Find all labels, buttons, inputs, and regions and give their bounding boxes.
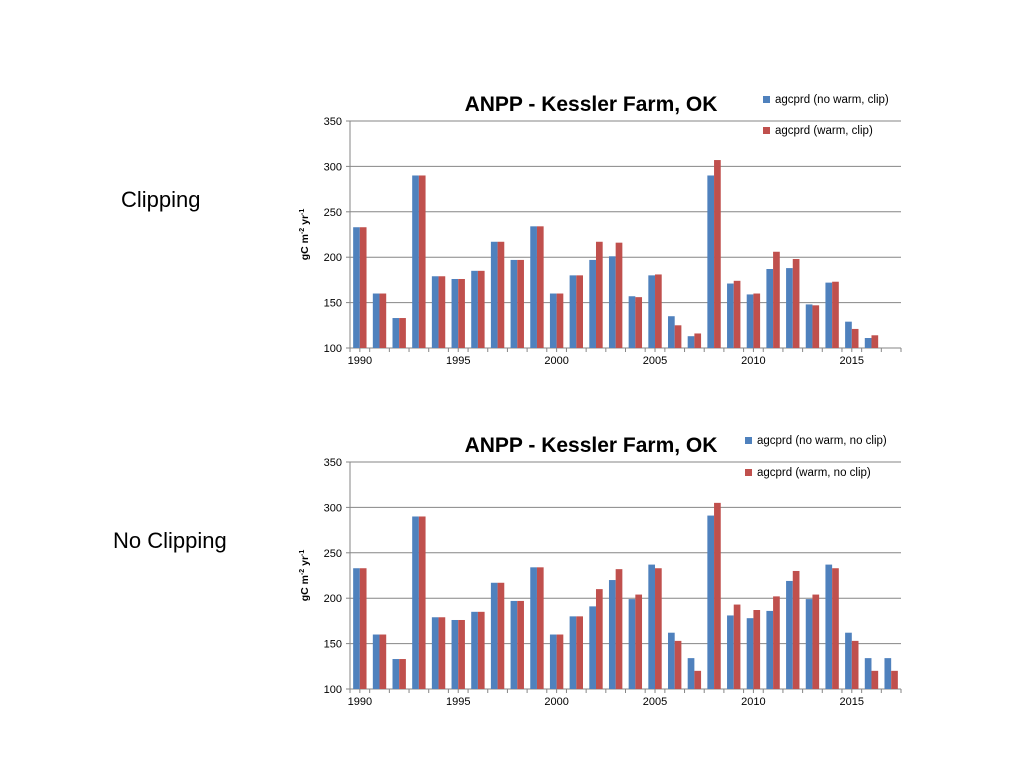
bar: [845, 321, 852, 348]
bar: [399, 318, 406, 348]
bar: [418, 175, 426, 348]
legend-label: agcprd (no warm, clip): [775, 94, 889, 106]
bar: [687, 336, 695, 348]
no-clipping-label: No Clipping: [113, 528, 227, 553]
bar: [490, 241, 498, 348]
bar: [412, 175, 419, 348]
bar: [530, 226, 537, 348]
bar: [864, 338, 872, 348]
bar: [812, 305, 820, 348]
bar: [648, 275, 656, 348]
x-tick-label: 1995: [446, 355, 470, 367]
bar: [497, 241, 505, 348]
bar: [733, 280, 741, 348]
bar: [517, 259, 524, 348]
bar: [556, 293, 564, 348]
y-tick-label: 350: [324, 116, 342, 128]
x-tick-label: 2015: [840, 355, 864, 367]
bar: [438, 276, 446, 348]
bar: [379, 293, 387, 348]
bar: [359, 227, 367, 348]
bar: [707, 175, 715, 348]
bar: [471, 270, 478, 348]
legend-label: agcprd (warm, clip): [775, 125, 873, 137]
bar: [608, 256, 616, 348]
legend-swatch: [763, 127, 770, 134]
bar: [851, 328, 859, 348]
bar: [786, 268, 793, 348]
y-tick-label: 150: [324, 298, 342, 310]
bar: [727, 283, 734, 348]
bar: [628, 296, 636, 348]
bar: [353, 227, 360, 348]
bar: [372, 293, 380, 348]
chart-title: ANPP - Kessler Farm, OK: [465, 93, 718, 116]
bar: [576, 275, 583, 348]
bar: [753, 293, 761, 348]
x-tick-label: 2005: [643, 355, 667, 367]
bar: [510, 259, 518, 348]
x-tick-label: 1990: [348, 355, 372, 367]
bar: [871, 335, 879, 348]
bar: [674, 325, 682, 348]
bar: [766, 269, 774, 348]
bar: [635, 297, 643, 348]
bar: [792, 259, 800, 348]
x-tick-label: 2000: [544, 355, 568, 367]
bar: [392, 318, 400, 348]
bar: [595, 241, 603, 348]
bar: [825, 282, 833, 348]
bar: [549, 293, 557, 348]
bar: [746, 294, 754, 348]
y-tick-label: 200: [324, 252, 342, 264]
y-tick-label: 250: [324, 207, 342, 219]
bar: [615, 242, 623, 348]
y-tick-label: 100: [324, 343, 342, 355]
x-tick-label: 2010: [741, 355, 765, 367]
legend-swatch: [763, 96, 770, 103]
bar: [805, 304, 813, 348]
bar: [832, 281, 839, 348]
bar: [694, 333, 702, 348]
bar: [655, 274, 662, 348]
bar: [773, 251, 780, 348]
bar: [714, 160, 721, 348]
bar: [589, 259, 596, 348]
bar: [569, 275, 577, 348]
clipping-label: Clipping: [121, 187, 201, 212]
bar: [536, 226, 544, 348]
bar: [458, 278, 465, 348]
y-tick-label: 300: [324, 161, 342, 173]
bar: [477, 270, 485, 348]
y-axis-label: gC m-2 yr-1: [299, 209, 311, 261]
bar: [451, 278, 459, 348]
bar: [431, 276, 439, 348]
bar: [668, 316, 675, 348]
